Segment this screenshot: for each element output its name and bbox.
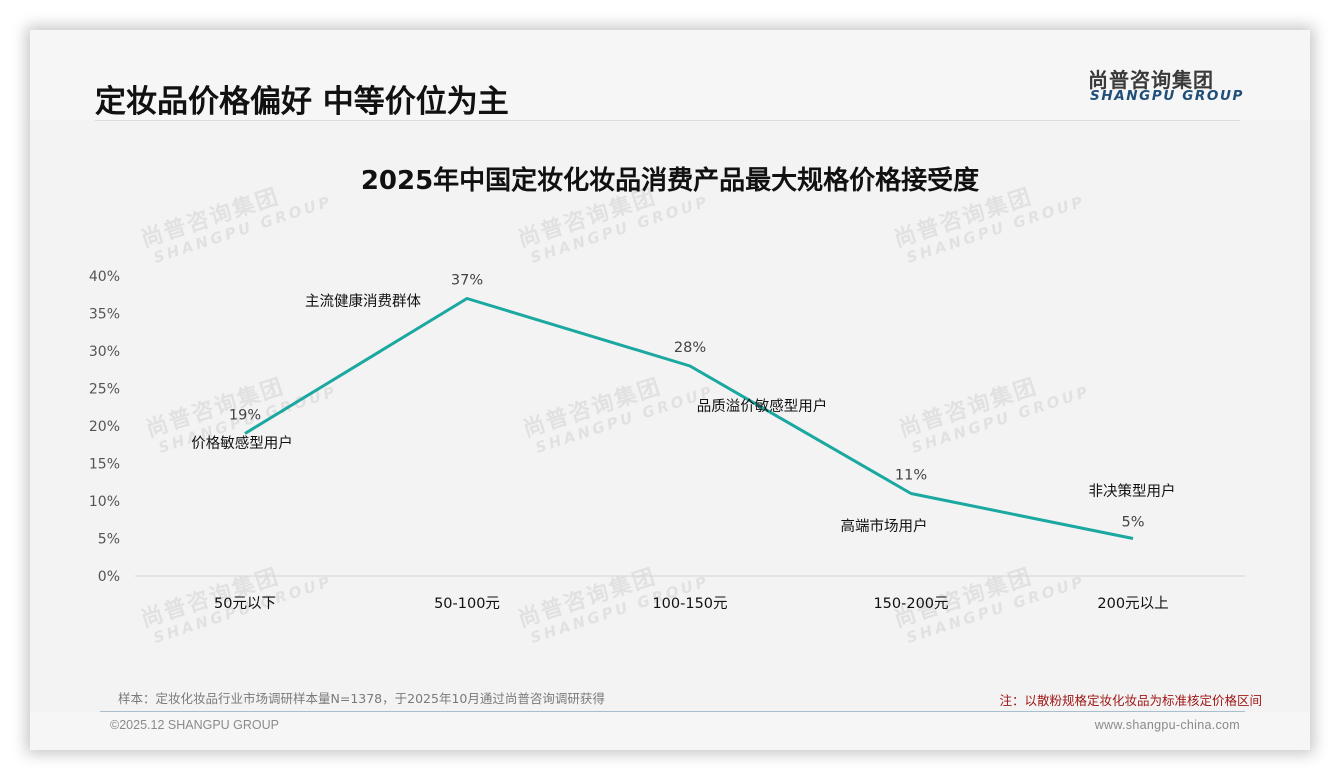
chart-title: 2025年中国定妆化妆品消费产品最大规格价格接受度 [360, 166, 980, 196]
y-tick-label: 40% [89, 269, 120, 285]
y-tick-label: 15% [89, 457, 120, 473]
data-label: 19% [229, 408, 261, 424]
y-tick-label: 5% [98, 532, 120, 548]
x-axis: 50元以下 50-100元 100-150元 150-200元 200元以上 [214, 595, 1169, 612]
y-tick-label: 25% [89, 382, 120, 398]
y-tick-label: 35% [89, 307, 120, 323]
segment-annotation: 品质溢价敏感型用户 [697, 398, 828, 415]
data-label: 11% [895, 468, 927, 484]
x-tick-label: 200元以上 [1097, 595, 1168, 612]
footer-band [30, 712, 1310, 750]
slide: 定妆品价格偏好 中等价位为主 尚普咨询集团 SHANGPU GROUP 尚普咨询… [30, 30, 1310, 750]
page-title: 定妆品价格偏好 中等价位为主 [95, 84, 509, 120]
y-axis: 0% 5% 10% 15% 20% 25% 30% 35% 40% [89, 269, 120, 585]
segment-annotation: 高端市场用户 [841, 518, 928, 535]
series-line [244, 297, 1134, 540]
data-label: 37% [451, 273, 483, 289]
data-labels: 19% 37% 28% 11% 5% [229, 273, 1145, 531]
sample-note: 样本：定妆化妆品行业市场调研样本量N=1378，于2025年10月通过尚普咨询调… [118, 691, 605, 706]
remark-note: 注：以散粉规格定妆化妆品为标准核定价格区间 [999, 693, 1262, 708]
x-tick-label: 50元以下 [214, 596, 276, 612]
footer-divider [100, 711, 1245, 712]
website-link[interactable]: www.shangpu-china.com [1094, 718, 1240, 732]
y-tick-label: 30% [89, 344, 120, 360]
header-divider [95, 120, 1240, 121]
segment-annotation: 主流健康消费群体 [305, 293, 421, 310]
data-label: 5% [1121, 515, 1144, 531]
company-logo-cn: 尚普咨询集团 [1088, 68, 1214, 92]
x-tick-label: 50-100元 [434, 596, 500, 612]
segment-annotation: 价格敏感型用户 [191, 435, 293, 452]
x-tick-label: 150-200元 [873, 596, 948, 612]
data-label: 28% [674, 340, 706, 356]
company-logo-en: SHANGPU GROUP [1090, 88, 1245, 104]
line-chart: 0% 5% 10% 15% 20% 25% 30% 35% 40% 50元以下 50-100元 10… [89, 269, 1245, 612]
segment-annotation: 非决策型用户 [1089, 483, 1176, 500]
header-band [30, 30, 1310, 120]
y-tick-label: 20% [89, 419, 120, 435]
y-tick-label: 10% [89, 494, 120, 510]
x-tick-label: 100-150元 [652, 596, 727, 612]
y-tick-label: 0% [98, 569, 120, 585]
copyright: ©2025.12 SHANGPU GROUP [110, 718, 279, 732]
